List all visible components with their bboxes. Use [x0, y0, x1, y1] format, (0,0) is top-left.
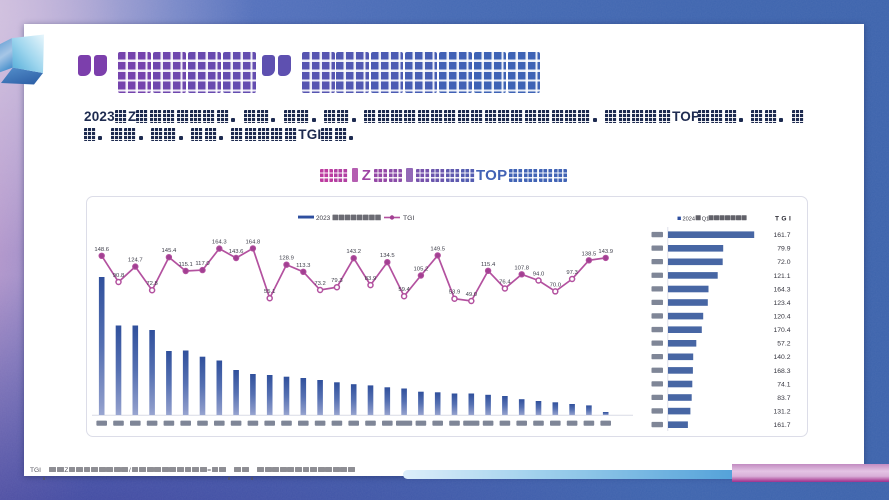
svg-text:59.4: 59.4 — [398, 287, 410, 293]
svg-text:76.4: 76.4 — [499, 280, 511, 286]
svg-text:145.4: 145.4 — [162, 248, 177, 254]
svg-text:117.0: 117.0 — [195, 261, 210, 267]
svg-text:105.2: 105.2 — [414, 267, 429, 273]
svg-text:72.0: 72.0 — [777, 259, 790, 266]
svg-text:149.5: 149.5 — [430, 246, 445, 252]
svg-text:113.3: 113.3 — [296, 263, 311, 269]
svg-text:161.7: 161.7 — [773, 422, 790, 429]
svg-text:143.2: 143.2 — [346, 249, 361, 255]
svg-text:TGI: TGI — [403, 215, 414, 222]
svg-text:49.0: 49.0 — [466, 292, 478, 298]
svg-text:115.1: 115.1 — [179, 262, 193, 268]
svg-text:74.1: 74.1 — [777, 381, 790, 388]
svg-text:124.7: 124.7 — [128, 258, 143, 264]
svg-text:143.6: 143.6 — [229, 249, 244, 255]
svg-text:164.3: 164.3 — [212, 240, 227, 246]
svg-text:123.4: 123.4 — [773, 300, 790, 307]
svg-text:121.1: 121.1 — [773, 273, 790, 280]
svg-text:115.4: 115.4 — [481, 262, 496, 268]
svg-text:83.7: 83.7 — [777, 395, 790, 402]
svg-text:2023: 2023 — [316, 215, 331, 222]
svg-text:79.3: 79.3 — [331, 278, 343, 284]
svg-text:90.8: 90.8 — [113, 273, 125, 279]
svg-text:94.0: 94.0 — [533, 272, 545, 278]
svg-text:161.7: 161.7 — [773, 232, 790, 239]
svg-text:55.1: 55.1 — [264, 289, 275, 295]
svg-text:168.3: 168.3 — [773, 368, 790, 375]
svg-text:72.8: 72.8 — [146, 281, 158, 287]
svg-text:164.3: 164.3 — [773, 286, 790, 293]
svg-text:148.6: 148.6 — [94, 247, 109, 253]
svg-text:Q1: Q1 — [702, 216, 709, 222]
svg-text:97.3: 97.3 — [566, 270, 578, 276]
svg-text:57.2: 57.2 — [777, 341, 790, 348]
svg-text:120.4: 120.4 — [773, 314, 790, 321]
svg-text:134.5: 134.5 — [380, 253, 395, 259]
svg-text:164.8: 164.8 — [246, 239, 261, 245]
svg-text:131.2: 131.2 — [773, 409, 790, 416]
svg-text:143.9: 143.9 — [598, 249, 613, 255]
svg-text:83.9: 83.9 — [365, 276, 376, 282]
svg-text:138.5: 138.5 — [582, 251, 597, 257]
svg-text:2024: 2024 — [683, 216, 695, 222]
svg-text:128.9: 128.9 — [279, 256, 294, 262]
svg-text:73.2: 73.2 — [314, 281, 325, 287]
svg-text:107.8: 107.8 — [514, 265, 529, 271]
svg-text:TGI: TGI — [775, 216, 793, 223]
svg-text:170.4: 170.4 — [773, 327, 790, 334]
svg-text:53.9: 53.9 — [449, 290, 460, 296]
svg-text:79.9: 79.9 — [777, 246, 790, 253]
svg-text:140.2: 140.2 — [773, 354, 790, 361]
svg-text:70.0: 70.0 — [550, 282, 562, 288]
